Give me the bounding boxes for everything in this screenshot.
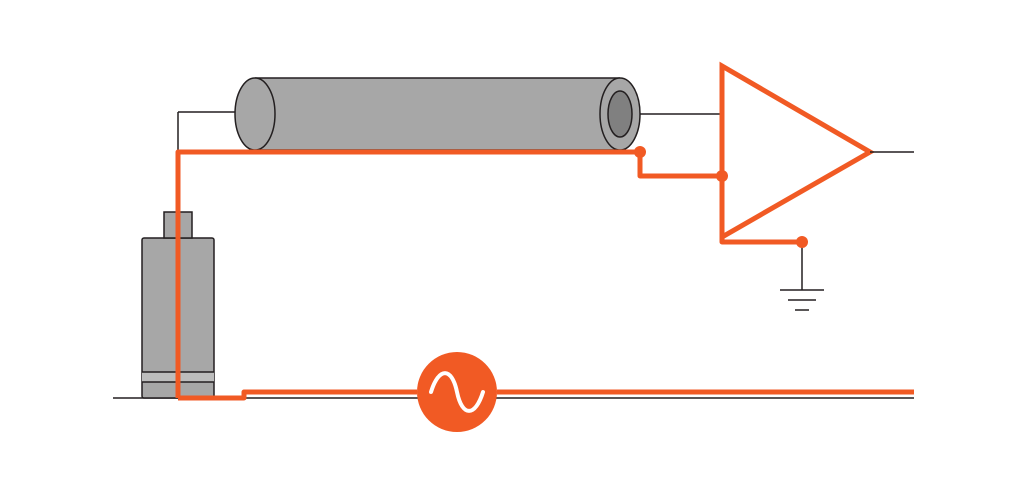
node-0 — [634, 146, 646, 158]
circuit-diagram — [0, 0, 1024, 503]
node-1 — [716, 170, 728, 182]
cable-body — [255, 78, 620, 150]
cable-core — [608, 91, 632, 137]
cable-end-left — [235, 78, 275, 150]
amplifier-icon — [722, 66, 870, 237]
node-2 — [796, 236, 808, 248]
